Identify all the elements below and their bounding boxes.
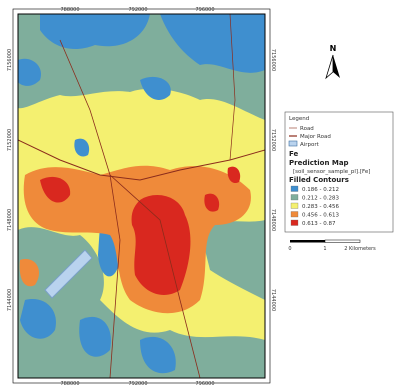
scale-label: 2 Kilometers: [344, 246, 376, 252]
class-label: 0.456 - 0.613: [302, 213, 339, 219]
bottom-coord: 796000: [195, 381, 214, 387]
right-coord: 7152000: [270, 129, 276, 151]
class-swatch: [291, 212, 298, 218]
class-label: 0.283 - 0.456: [302, 204, 339, 210]
right-coord: 7156000: [270, 49, 276, 71]
legend-major-road: Major Road: [300, 134, 331, 140]
class-label: 0.212 - 0.283: [302, 196, 339, 202]
class-swatch: [291, 220, 298, 226]
left-coord: 7152000: [7, 129, 13, 151]
top-coord: 788000: [60, 7, 79, 13]
bottom-coord: 792000: [128, 381, 147, 387]
legend-contours: Filled Contours: [289, 176, 349, 184]
class-swatch: [291, 186, 298, 192]
left-coord: 7144000: [7, 289, 13, 311]
class-label: 0.186 - 0.212: [302, 187, 339, 193]
left-coord: 7156000: [7, 49, 13, 71]
north-arrow: N: [326, 44, 340, 78]
map: [13, 9, 270, 383]
page: N 788000 792000 796000 788000 792000 796000 71…: [0, 0, 395, 389]
right-coord: 7148000: [270, 209, 276, 231]
scale-label: 0: [288, 246, 291, 252]
class-swatch: [291, 195, 298, 201]
right-coord: 7144000: [270, 289, 276, 311]
left-coord: 7148000: [7, 209, 13, 231]
legend-field: [soil_sensor_sample_pl].[Fe]: [293, 169, 370, 175]
bottom-coord: 788000: [60, 381, 79, 387]
scale-bar: [290, 240, 360, 243]
class-swatch: [291, 203, 298, 209]
legend-airport: Airport: [300, 142, 320, 148]
top-coord: 796000: [195, 7, 214, 13]
north-label: N: [330, 44, 337, 53]
legend-element: Fe: [289, 150, 298, 158]
map-layout: N 788000 792000 796000 788000 792000 796000 71…: [0, 0, 395, 389]
legend-title: Legend: [289, 116, 309, 122]
class-label: 0.613 - 0.87: [302, 221, 336, 227]
top-coord: 792000: [128, 7, 147, 13]
airport-symbol: [289, 141, 297, 146]
legend-road: Road: [300, 126, 314, 132]
scale-label: 1: [323, 246, 326, 252]
legend-layer: Prediction Map: [289, 159, 349, 167]
